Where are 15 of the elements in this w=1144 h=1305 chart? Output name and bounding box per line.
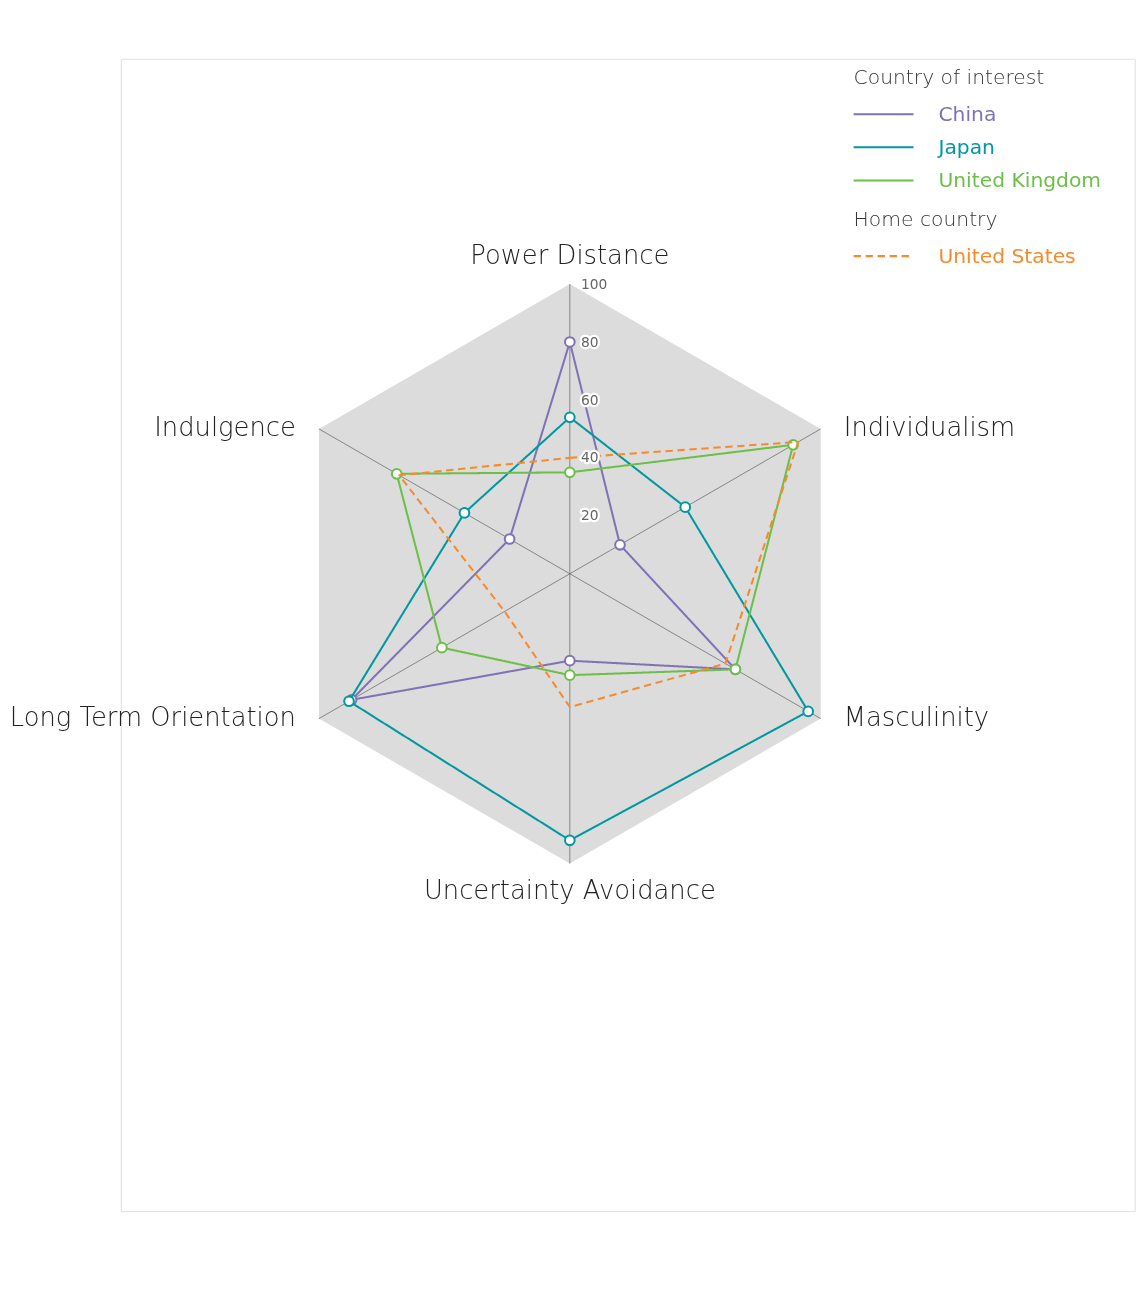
y-tick-label: 80 [580, 333, 599, 350]
spoke-label: Long Term Orientation [9, 702, 296, 732]
spoke-label: Masculinity [843, 702, 990, 732]
spoke-label: Uncertainty Avoidance [423, 874, 716, 905]
legend-label: United Kingdom [938, 167, 1102, 192]
spoke-label: Indulgence [154, 412, 296, 443]
legend-label: United States [938, 243, 1076, 268]
text: Country of interest [853, 64, 1045, 89]
legend-label: China [938, 101, 997, 126]
text: Home country [853, 206, 998, 231]
y-tick-label: 20 [580, 507, 599, 524]
spoke-label: Power Distance [470, 239, 670, 270]
y-tick-label: 100 [580, 275, 608, 292]
legend-label: Japan [936, 134, 995, 159]
spoke-label: Individualism [843, 412, 1016, 443]
